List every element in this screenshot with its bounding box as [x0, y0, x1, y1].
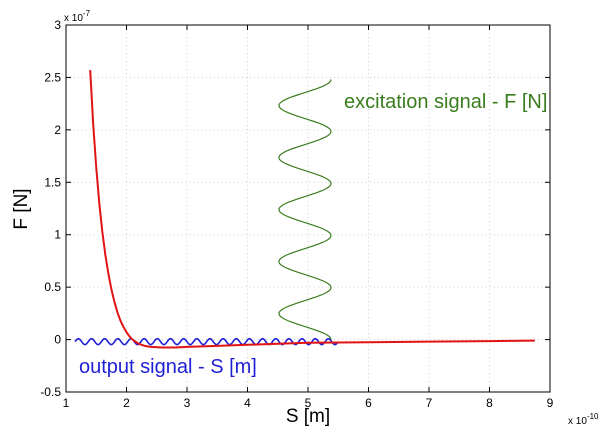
x-tick-label: 5: [305, 396, 312, 410]
series-line-response: [89, 70, 535, 349]
y-tick-label: 1: [54, 228, 61, 242]
y-axis-label: F [N]: [11, 188, 32, 229]
plot-area: [66, 25, 550, 392]
y-tick-label: 0: [54, 333, 61, 347]
y-tick-label: 2.5: [44, 70, 61, 84]
x-tick-label: 4: [244, 396, 251, 410]
ticks: 1 2 3 4 5 6 7 8 9 -0.5 0 0.5 1 1.5 2 2.5 3: [40, 18, 553, 410]
x-axis-label: S [m]: [286, 406, 330, 427]
y-tick-label: 3: [54, 18, 61, 32]
y-tick-label: 1.5: [44, 175, 61, 189]
series-layer: [74, 70, 535, 349]
y-axis-multiplier: x 10-7: [64, 9, 91, 24]
excitation-signal-label: excitation signal - F [N]: [344, 91, 547, 113]
x-tick-label: 6: [365, 396, 372, 410]
x-tick-label: 9: [547, 396, 554, 410]
x-tick-label: 8: [486, 396, 493, 410]
y-tick-label: -0.5: [40, 385, 61, 399]
y-tick-label: 0.5: [44, 280, 61, 294]
y-tick-label: 2: [54, 123, 61, 137]
x-axis-multiplier: x 10-10: [568, 412, 599, 427]
x-tick-label: 1: [63, 396, 70, 410]
series-line-excitation: [278, 79, 332, 340]
output-signal-label: output signal - S [m]: [79, 356, 257, 378]
x-tick-label: 7: [426, 396, 433, 410]
x-tick-label: 3: [184, 396, 191, 410]
x-tick-label: 2: [123, 396, 130, 410]
